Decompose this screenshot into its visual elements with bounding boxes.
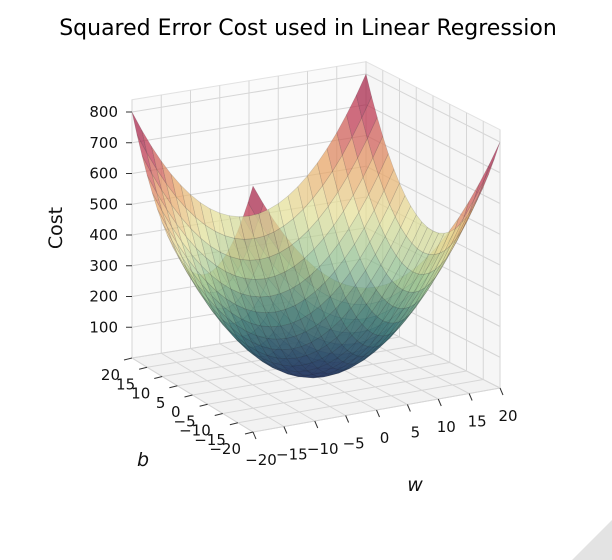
w-tick-label: 20 (498, 407, 517, 425)
cost-tick-label: 100 (89, 318, 118, 336)
b-tick-mark (229, 422, 238, 426)
grid-line (237, 379, 484, 424)
w-tick-label: 15 (468, 413, 487, 431)
w-tick-mark (499, 387, 504, 396)
cost-axis-label: Cost (45, 207, 67, 249)
b-tick-label: 10 (131, 385, 150, 403)
grid-line (131, 73, 367, 113)
w-tick-label: −10 (307, 440, 339, 458)
w-tick-mark (468, 393, 473, 401)
w-axis-ticks: −20 −15 −10 −5 0 5 10 15 20 (245, 387, 518, 469)
b-tick-label: 5 (156, 394, 166, 412)
w-tick-label: −5 (343, 435, 365, 453)
chart-title: Squared Error Cost used in Linear Regres… (59, 16, 557, 41)
grid-line (365, 73, 501, 143)
grid-line (131, 135, 367, 174)
page-corner-fold (572, 520, 612, 560)
cost-tick-label: 200 (89, 288, 118, 306)
b-tick-label: 0 (171, 403, 181, 421)
w-axis-label: w (407, 474, 423, 496)
b-tick-label: 20 (101, 366, 120, 384)
b-tick-mark (184, 394, 193, 398)
w-tick-mark (437, 398, 442, 407)
grid-line (365, 104, 501, 174)
cost-surface (131, 73, 501, 379)
cost-axis-ticks: 100 200 300 400 500 600 700 800 (89, 103, 132, 336)
cost-tick-label: 300 (89, 257, 118, 275)
w-tick-label: −15 (276, 446, 308, 464)
b-tick-label: −15 (194, 431, 226, 449)
b-tick-label: −10 (179, 422, 211, 440)
b-tick-mark (214, 413, 223, 416)
surface-patch (355, 73, 372, 119)
cost-tick-label: 500 (89, 195, 118, 213)
cost-tick-label: 700 (89, 134, 118, 152)
grid-line (131, 104, 367, 144)
w-tick-mark (252, 431, 257, 440)
cost-tick-label: 600 (89, 165, 118, 183)
grid-line (207, 362, 450, 405)
w-tick-label: 0 (380, 429, 390, 447)
b-tick-mark (154, 376, 163, 379)
b-tick-mark (139, 366, 148, 370)
grid-line (222, 370, 467, 414)
cost-tick-label: 400 (89, 226, 118, 244)
w-tick-mark (376, 409, 380, 418)
w-tick-mark (283, 426, 288, 434)
w-tick-mark (314, 420, 319, 429)
b-axis-label: b (137, 449, 149, 471)
b-tick-mark (123, 357, 133, 361)
b-tick-label: −20 (209, 440, 241, 458)
cost-tick-label: 800 (89, 103, 118, 121)
w-tick-label: 10 (437, 418, 456, 436)
b-tick-label: −5 (174, 412, 196, 430)
w-tick-label: −20 (245, 451, 277, 469)
b-tick-mark (169, 385, 178, 389)
b-tick-mark (199, 403, 208, 407)
b-tick-label: 15 (116, 375, 135, 393)
b-tick-mark (244, 431, 254, 435)
w-tick-mark (345, 415, 350, 423)
w-tick-mark (406, 404, 411, 412)
w-tick-label: 5 (411, 424, 421, 442)
